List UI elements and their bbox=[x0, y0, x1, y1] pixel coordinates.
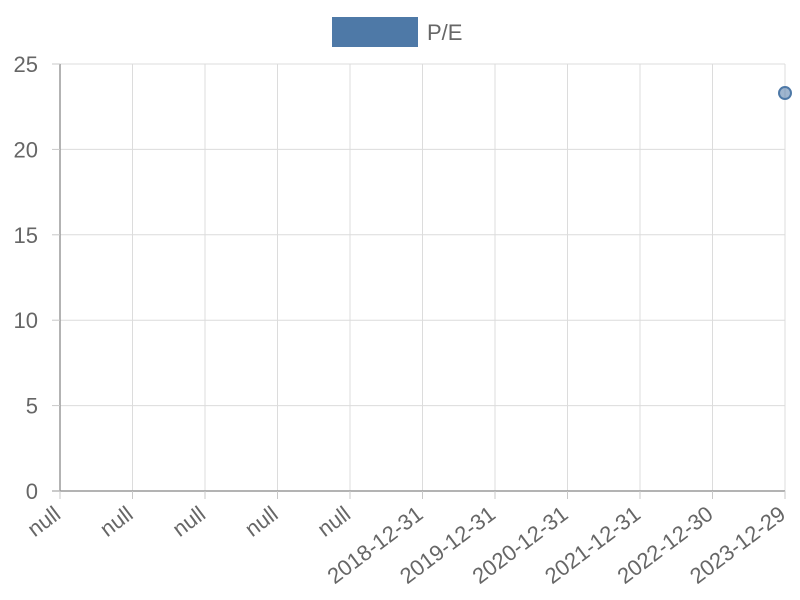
x-tick-label: null bbox=[23, 501, 65, 542]
y-tick-label: 10 bbox=[14, 308, 38, 333]
legend-label-pe[interactable]: P/E bbox=[427, 20, 462, 45]
x-tick-label: null bbox=[240, 501, 282, 542]
data-point[interactable] bbox=[778, 86, 792, 101]
y-tick-label: 0 bbox=[26, 479, 38, 504]
y-tick-label: 25 bbox=[14, 52, 38, 77]
x-axis-ticks: null null null null null2018-12-312019-12-31… bbox=[23, 491, 790, 589]
axes bbox=[52, 64, 785, 492]
grid bbox=[60, 63, 786, 491]
data-points bbox=[778, 86, 792, 101]
y-tick-label: 20 bbox=[14, 137, 38, 162]
y-axis-ticks: 0 5 10 15 20 25 bbox=[14, 52, 60, 504]
x-tick-label: null bbox=[95, 501, 137, 542]
legend-swatch-pe[interactable] bbox=[332, 17, 418, 47]
x-tick-label: null bbox=[313, 501, 355, 542]
y-tick-label: 15 bbox=[14, 223, 38, 248]
y-tick-label: 5 bbox=[26, 394, 38, 419]
x-tick-label: null bbox=[168, 501, 210, 542]
legend[interactable]: P/E bbox=[332, 17, 462, 47]
